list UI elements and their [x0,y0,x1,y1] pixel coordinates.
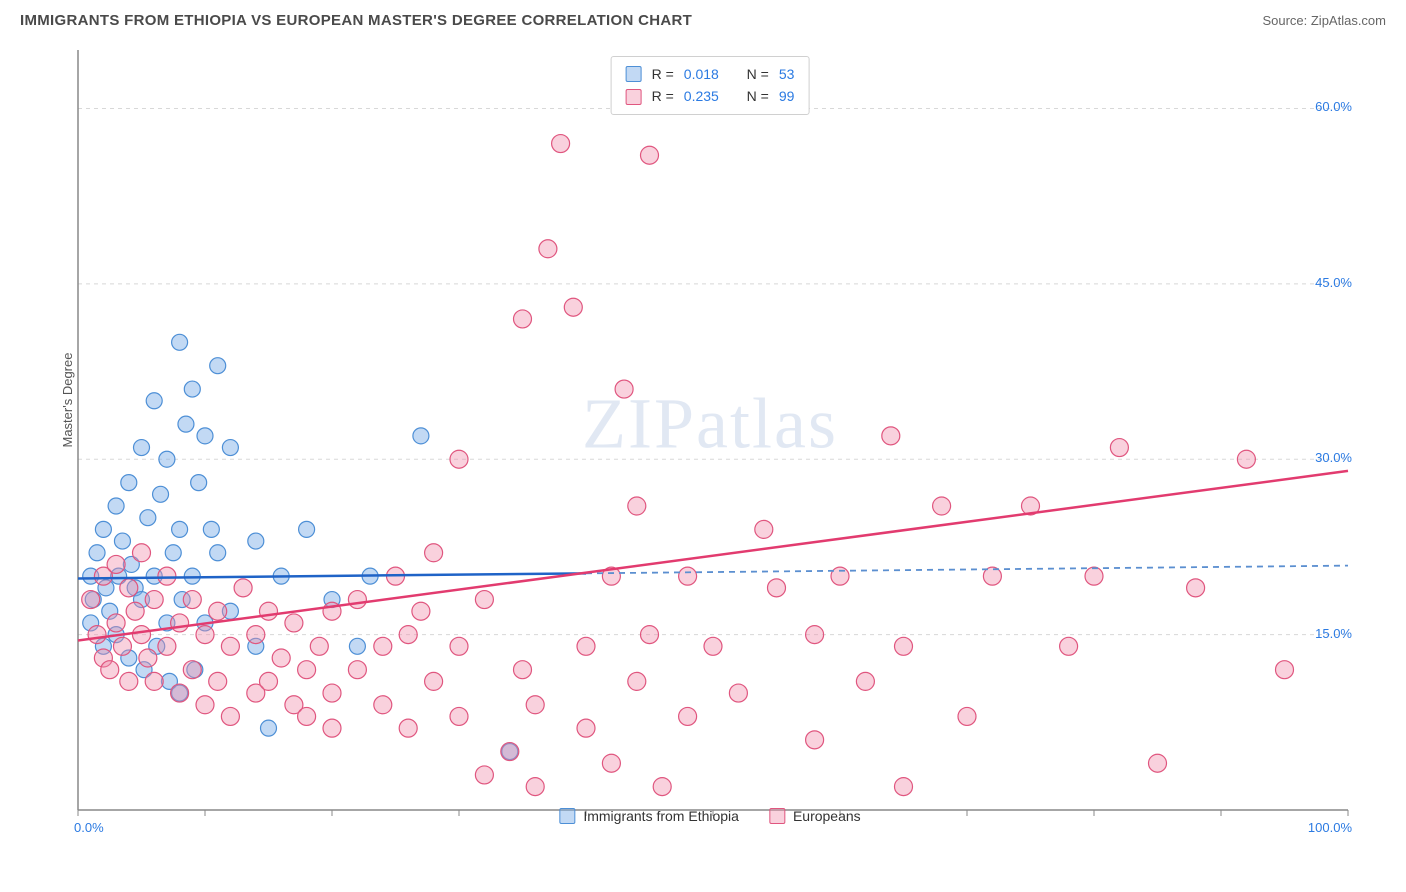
legend-item-series1: Immigrants from Ethiopia [559,808,739,824]
legend-swatch-series1-bottom [559,808,575,824]
r-value-series1: 0.018 [684,63,719,85]
legend-item-series2: Europeans [769,808,861,824]
stats-legend: R = 0.018 N = 53 R = 0.235 N = 99 [611,56,810,115]
source-attribution: Source: ZipAtlas.com [1262,13,1386,28]
y-tick-label: 60.0% [1315,99,1352,114]
y-tick-label: 15.0% [1315,626,1352,641]
r-value-series2: 0.235 [684,85,719,107]
n-value-series1: 53 [779,63,795,85]
x-tick-label: 0.0% [74,820,104,835]
x-tick-label: 100.0% [1298,820,1352,835]
stats-row-series1: R = 0.018 N = 53 [626,63,795,85]
chart-title: IMMIGRANTS FROM ETHIOPIA VS EUROPEAN MAS… [20,12,692,29]
legend-label-series2: Europeans [793,808,861,824]
y-tick-label: 30.0% [1315,450,1352,465]
chart-container: Master's Degree ZIPatlas R = 0.018 N = 5… [50,50,1370,830]
stats-row-series2: R = 0.235 N = 99 [626,85,795,107]
y-tick-label: 45.0% [1315,275,1352,290]
legend-swatch-series2-bottom [769,808,785,824]
legend-label-series1: Immigrants from Ethiopia [583,808,739,824]
legend-swatch-series1 [626,66,642,82]
n-value-series2: 99 [779,85,795,107]
series-legend: Immigrants from Ethiopia Europeans [559,808,860,824]
scatter-chart [50,50,1370,830]
legend-swatch-series2 [626,89,642,105]
